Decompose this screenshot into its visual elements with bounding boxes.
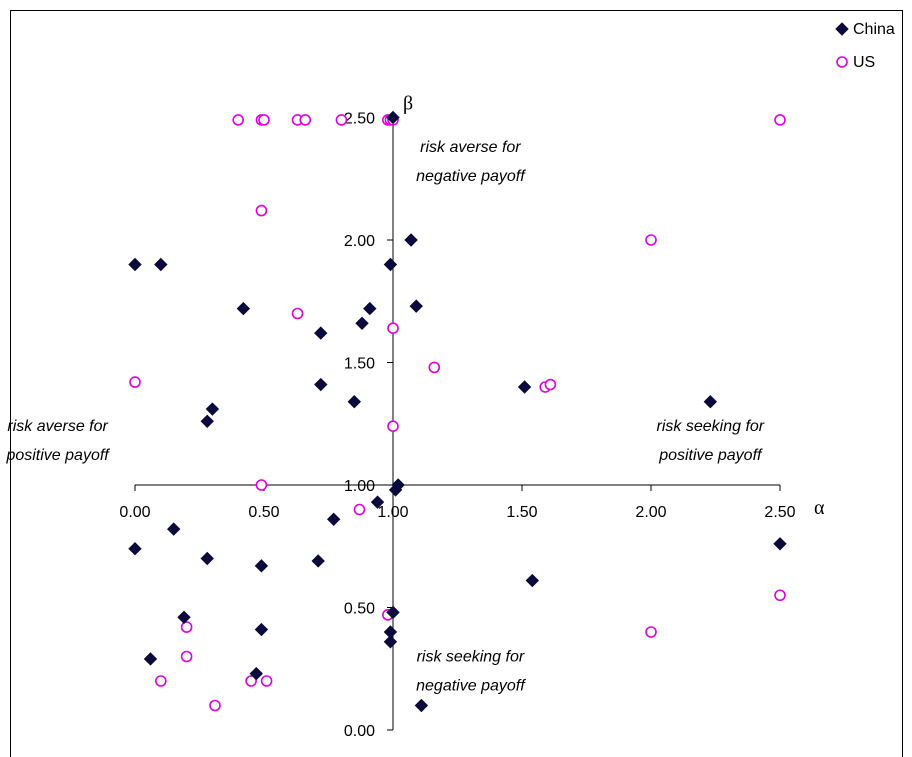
us-legend-marker: [836, 56, 848, 68]
y-tick-label: 2.50: [344, 111, 375, 128]
china-point: [143, 652, 158, 666]
annotation-line: positive payoff: [5, 447, 110, 464]
x-axis-label: α: [814, 497, 825, 519]
china-point: [391, 478, 405, 492]
us-point: [774, 114, 786, 126]
china-point: [355, 316, 369, 331]
x-tick-label: 0.00: [119, 504, 150, 521]
y-tick-label: 0.50: [344, 601, 375, 618]
chart-frame: [10, 10, 903, 757]
china-point: [177, 610, 191, 625]
y-tick-label: 1.00: [344, 478, 375, 495]
us-point: [774, 589, 786, 602]
annotation-line: risk seeking for: [657, 418, 765, 435]
us-point: [291, 307, 304, 320]
us-point: [387, 420, 399, 433]
annotation-line: risk seeking for: [417, 648, 525, 665]
y-axis-label: β: [403, 93, 413, 115]
series-china: [128, 110, 787, 713]
annotation-line: negative payoff: [416, 677, 526, 694]
us-point: [645, 626, 657, 638]
x-tick-label: 1.00: [377, 504, 408, 521]
y-tick-label: 1.50: [344, 356, 375, 373]
china-point: [154, 257, 168, 272]
quadrant-annotation: risk seeking for negative payoff: [416, 648, 526, 694]
china-point: [128, 541, 142, 556]
china-point: [409, 299, 423, 313]
china-point: [314, 326, 328, 340]
us-point: [232, 114, 244, 126]
china-point: [370, 495, 385, 509]
quadrant-annotation: risk averse for positive payoff: [5, 418, 110, 464]
us-point: [255, 204, 268, 217]
china-legend-marker: [835, 22, 849, 36]
china-point: [703, 394, 718, 409]
china-point: [326, 512, 341, 527]
us-point: [428, 361, 441, 374]
china-point: [128, 257, 142, 272]
us-point: [255, 479, 268, 491]
china-point: [525, 573, 540, 588]
china-point: [773, 537, 787, 551]
us-point: [129, 376, 141, 388]
annotation-line: positive payoff: [658, 447, 763, 464]
us-point: [209, 699, 221, 712]
china-point: [200, 414, 214, 429]
us-point: [335, 114, 348, 126]
china-point: [517, 380, 532, 394]
x-tick-label: 2.00: [635, 504, 666, 521]
china-point: [383, 257, 398, 272]
china-point: [200, 551, 214, 566]
us-point: [155, 675, 167, 687]
china-point: [347, 394, 362, 409]
us-point: [260, 675, 273, 687]
us-point: [180, 650, 193, 663]
china-point: [386, 605, 400, 620]
us-point: [258, 114, 270, 126]
us-point: [299, 114, 312, 126]
x-tick-label: 1.50: [506, 504, 537, 521]
china-point: [254, 559, 269, 573]
us-point: [353, 503, 366, 516]
china-point: [254, 622, 269, 637]
us-point: [645, 234, 657, 246]
china-point: [166, 522, 181, 536]
us-point: [544, 378, 557, 391]
china-point: [363, 301, 377, 316]
china-point: [311, 554, 325, 568]
annotation-line: negative payoff: [416, 168, 526, 185]
china-point: [386, 110, 400, 125]
china-point: [205, 402, 220, 416]
annotation-line: risk averse for: [420, 139, 521, 156]
us-point: [387, 322, 399, 335]
legend-label-us: US: [853, 54, 875, 71]
china-point: [236, 301, 251, 316]
china-point: [414, 698, 429, 713]
us-point: [180, 621, 193, 633]
legend-label-china: China: [853, 21, 895, 38]
y-tick-label: 2.00: [344, 233, 375, 250]
china-point: [404, 233, 418, 247]
quadrant-annotation: risk seeking for positive payoff: [657, 418, 765, 464]
china-point: [314, 377, 328, 392]
annotation-line: risk averse for: [7, 418, 108, 435]
quadrant-annotation: risk averse for negative payoff: [416, 139, 526, 185]
china-point: [249, 666, 263, 681]
axes: 0.00 0.50 1.00 1.50 2.00 2.50 0.00 0.50 1.00 1.50…: [119, 93, 825, 741]
x-tick-label: 2.50: [764, 504, 795, 521]
x-tick-label: 0.50: [248, 504, 279, 521]
legend: China US: [835, 21, 895, 71]
china-point: [383, 635, 398, 649]
y-tick-label: 0.00: [344, 723, 375, 740]
data-points: [128, 110, 787, 713]
us-point: [245, 675, 257, 687]
